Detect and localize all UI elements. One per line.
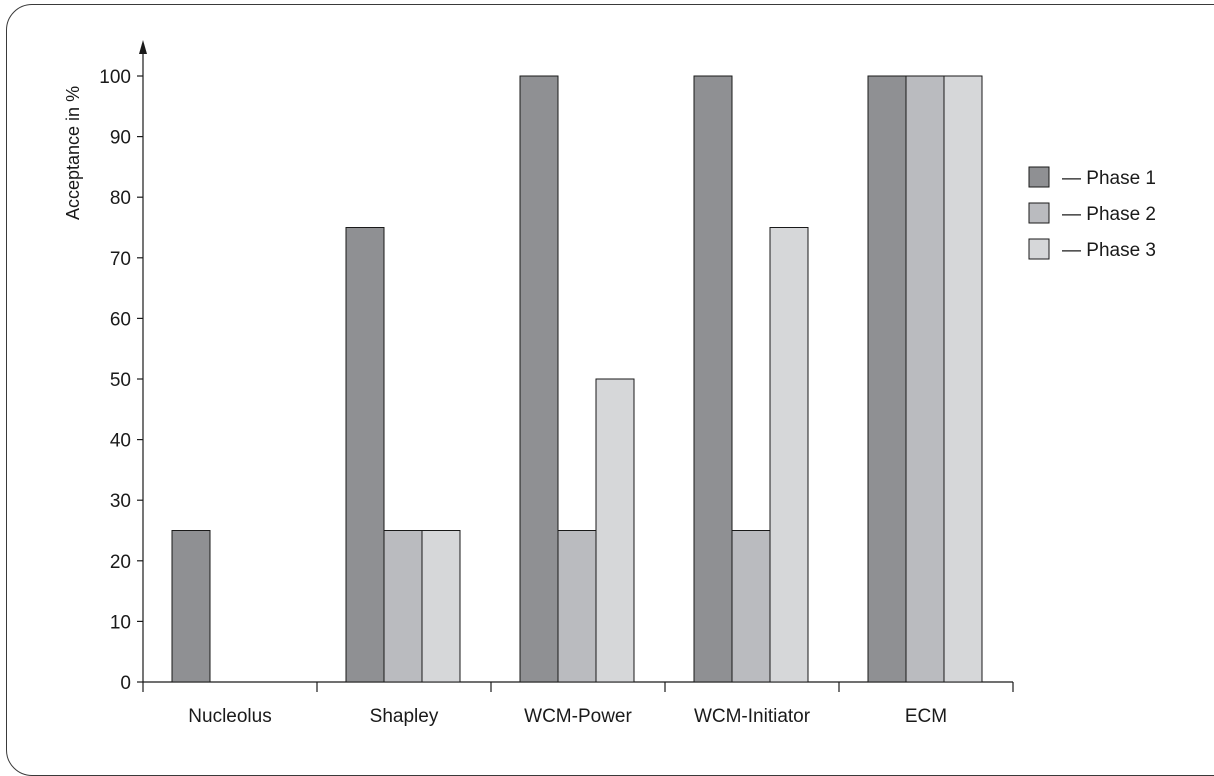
- bar-phase-1: [345, 227, 385, 683]
- legend-swatch: [1028, 202, 1050, 224]
- bar-phase-2: [557, 530, 597, 683]
- y-tick-label: 80: [110, 188, 131, 209]
- bar-chart: 0 10 20 30 40 50 60 70 80 90 100 Nucleolus Shapley W…: [63, 40, 1156, 727]
- bar-phase-3: [769, 227, 809, 683]
- y-tick-label: 30: [110, 491, 131, 512]
- y-tick-label: 50: [110, 370, 131, 391]
- y-tick-label: 100: [99, 67, 131, 88]
- x-category-label: Nucleolus: [188, 706, 271, 727]
- legend-swatch: [1028, 166, 1050, 188]
- x-category-label: WCM-Power: [524, 706, 632, 727]
- legend-label: — Phase 2: [1062, 204, 1156, 225]
- y-tick-label: 40: [110, 431, 131, 452]
- bars: [171, 75, 983, 683]
- legend: — Phase 1 — Phase 2 — Phase 3: [1028, 166, 1156, 261]
- x-category-label: WCM-Initiator: [694, 706, 811, 727]
- bar-phase-1: [519, 75, 559, 683]
- bar-phase-1: [693, 75, 733, 683]
- bar-phase-1: [171, 530, 211, 683]
- bar-phase-2: [731, 530, 771, 683]
- bar-phase-3: [943, 75, 983, 683]
- legend-label: — Phase 3: [1062, 240, 1156, 261]
- legend-label: — Phase 1: [1062, 168, 1156, 189]
- bar-phase-2: [383, 530, 423, 683]
- y-tick-label: 0: [120, 673, 131, 694]
- x-axis: Nucleolus Shapley WCM-Power WCM-Initiator EC…: [142, 681, 1014, 727]
- bar-phase-2: [905, 75, 945, 683]
- bar-phase-3: [595, 378, 635, 683]
- x-category-label: ECM: [905, 706, 947, 727]
- y-tick-label: 70: [110, 249, 131, 270]
- x-category-label: Shapley: [370, 706, 439, 727]
- y-axis-label: Acceptance in %: [63, 86, 83, 220]
- bar-phase-1: [867, 75, 907, 683]
- y-tick-label: 10: [110, 612, 131, 633]
- y-axis-arrow: [139, 40, 147, 54]
- legend-swatch: [1028, 238, 1050, 260]
- bar-phase-3: [421, 530, 461, 683]
- y-axis: 0 10 20 30 40 50 60 70 80 90 100: [99, 40, 147, 694]
- y-tick-label: 60: [110, 309, 131, 330]
- y-tick-label: 20: [110, 552, 131, 573]
- y-tick-label: 90: [110, 128, 131, 149]
